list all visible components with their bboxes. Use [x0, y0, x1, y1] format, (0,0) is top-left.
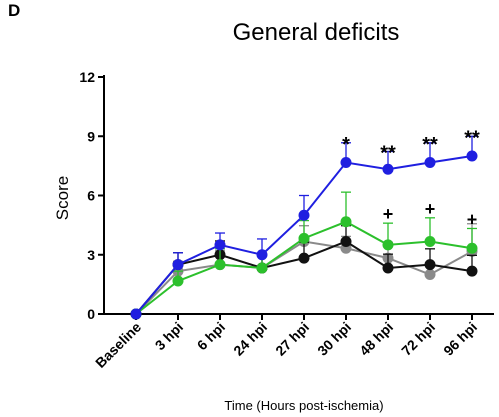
significance-star: **: [464, 127, 480, 149]
data-point: [340, 157, 352, 169]
data-point: [256, 262, 268, 274]
significance-plus: +: [425, 199, 436, 219]
data-point: [298, 232, 310, 244]
significance-star: *: [342, 134, 350, 156]
y-axis-title: Score: [53, 176, 72, 220]
data-point: [298, 209, 310, 221]
chart-title: General deficits: [233, 19, 400, 46]
x-tick-label: 30 hpi: [314, 319, 354, 359]
series-layer: [130, 135, 478, 320]
data-point: [424, 259, 436, 271]
data-point: [172, 275, 184, 287]
data-point: [382, 163, 394, 175]
x-tick-label: 3 hpi: [152, 319, 186, 353]
significance-plus: +: [467, 209, 478, 229]
significance-plus: +: [383, 204, 394, 224]
data-point: [382, 262, 394, 274]
data-point: [424, 236, 436, 248]
x-tick-label: 6 hpi: [194, 319, 228, 353]
data-point: [382, 239, 394, 251]
data-point: [466, 265, 478, 277]
y-tick-label: 6: [87, 188, 95, 204]
x-tick-label: Baseline: [92, 319, 144, 371]
axes: 0 3 6 9 12 Baseline 3 hpi 6 hpi 24 hpi 27 hpi 30 h…: [79, 69, 494, 371]
y-tick-label: 0: [87, 306, 95, 322]
data-point: [214, 259, 226, 271]
significance-star: **: [380, 142, 396, 164]
data-point: [214, 239, 226, 251]
y-tick-label: 3: [87, 247, 95, 263]
data-point: [424, 157, 436, 169]
data-point: [466, 242, 478, 254]
data-point: [256, 249, 268, 261]
series-0: [130, 135, 478, 320]
x-tick-label: 72 hpi: [398, 319, 438, 359]
y-tick-label: 12: [79, 69, 95, 85]
x-tick-label: 48 hpi: [356, 319, 396, 359]
data-point: [340, 216, 352, 228]
panel-label: D: [8, 1, 20, 20]
significance-star: **: [422, 134, 438, 156]
data-point: [298, 252, 310, 264]
x-tick-label: 96 hpi: [440, 319, 480, 359]
x-tick-label: 24 hpi: [230, 319, 270, 359]
data-point: [424, 269, 436, 280]
data-point: [466, 150, 478, 162]
data-point: [130, 308, 142, 320]
x-axis-title: Time (Hours post-ischemia): [224, 398, 383, 413]
y-tick-label: 9: [87, 128, 95, 144]
annotation-layer: * ** ** **+ ++: [342, 127, 480, 229]
x-tick-label: 27 hpi: [272, 319, 312, 359]
data-point: [340, 236, 352, 248]
data-point: [172, 259, 184, 271]
